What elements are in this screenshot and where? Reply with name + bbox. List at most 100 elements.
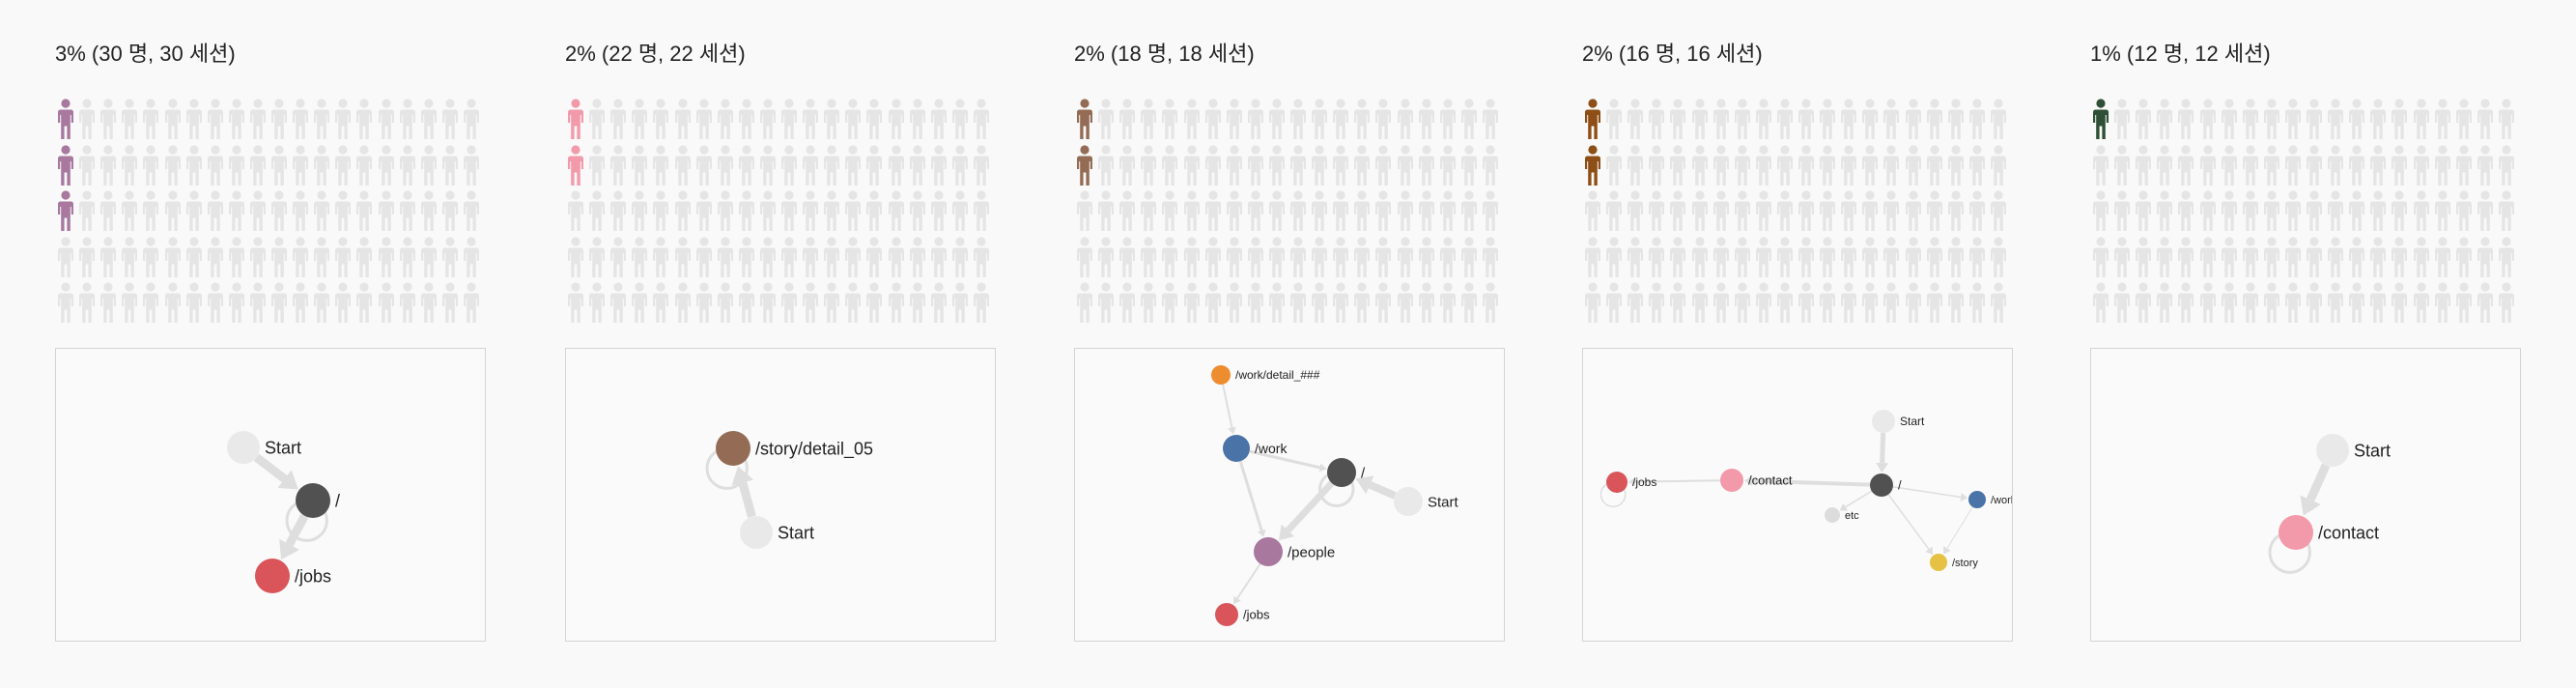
people-grid: [1582, 99, 2013, 330]
person-icon: [1182, 190, 1202, 233]
person-icon: [1246, 144, 1265, 187]
node-start[interactable]: Start: [1872, 410, 1925, 433]
person-icon: [651, 144, 670, 187]
person-icon: [1818, 190, 1837, 233]
person-icon: [1160, 99, 1179, 141]
person-icon: [972, 190, 991, 233]
person-icon: [801, 144, 820, 187]
person-icon: [248, 99, 268, 141]
person-icon: [2134, 282, 2153, 325]
person-icon: [184, 190, 204, 233]
flow-graph[interactable]: /story/detail_05 Start: [565, 348, 996, 642]
person-icon: [1583, 144, 1602, 187]
person-icon: [2476, 236, 2495, 279]
person-icon: [1373, 282, 1393, 325]
person-icon: [269, 190, 289, 233]
person-icon: [673, 144, 693, 187]
person-icon: [1904, 144, 1923, 187]
person-icon: [1989, 144, 2008, 187]
person-icon: [950, 190, 970, 233]
flow-graph[interactable]: /work/detail_### /work / Start/people/jobs: [1074, 348, 1505, 642]
person-icon: [462, 282, 481, 325]
node-jobs[interactable]: /jobs: [1606, 472, 1656, 493]
person-icon: [1668, 190, 1687, 233]
person-icon: [1967, 190, 1987, 233]
person-icon: [864, 282, 884, 325]
person-icon: [1668, 236, 1687, 279]
person-icon: [2305, 282, 2324, 325]
node-jobs[interactable]: /jobs: [255, 559, 331, 593]
person-icon: [184, 282, 204, 325]
node-work[interactable]: /work: [1223, 435, 1288, 462]
flow-graph[interactable]: Start/contact: [2090, 348, 2521, 642]
node-start[interactable]: Start: [740, 516, 814, 549]
person-icon: [398, 282, 417, 325]
node-start[interactable]: Start: [1394, 487, 1459, 516]
person-icon: [120, 99, 139, 141]
person-icon: [1246, 236, 1265, 279]
person-icon: [630, 190, 649, 233]
person-icon: [2412, 99, 2431, 141]
person-icon: [673, 236, 693, 279]
person-icon: [291, 190, 310, 233]
person-icon: [1882, 99, 1901, 141]
person-icon: [1459, 99, 1479, 141]
person-icon: [2134, 144, 2153, 187]
node-circle: [716, 431, 750, 466]
person-icon: [1096, 99, 1116, 141]
segment-title: 2% (22 명, 22 세션): [565, 42, 746, 66]
node-work[interactable]: /work: [1968, 491, 2012, 508]
flow-graph[interactable]: /jobs/contact Start / /work etc/story: [1582, 348, 2013, 642]
node-root[interactable]: /: [1870, 473, 1902, 497]
person-icon: [609, 99, 628, 141]
person-icon: [1733, 99, 1752, 141]
person-icon: [1225, 190, 1244, 233]
node-start[interactable]: Start: [2316, 434, 2391, 467]
person-icon: [2155, 282, 2174, 325]
person-icon: [950, 99, 970, 141]
person-icon: [737, 190, 756, 233]
person-icon: [2326, 144, 2345, 187]
person-icon: [2412, 190, 2431, 233]
flow-graph[interactable]: Start / /jobs: [55, 348, 486, 642]
person-icon: [2454, 190, 2474, 233]
person-icon: [609, 236, 628, 279]
person-icon: [822, 99, 841, 141]
node-contact[interactable]: /contact: [1720, 469, 1793, 492]
person-icon: [1797, 144, 1816, 187]
node-root[interactable]: /: [1327, 458, 1366, 487]
node-root[interactable]: /: [296, 483, 340, 518]
node-workdetail[interactable]: /work/detail_###: [1211, 365, 1320, 385]
node-etc[interactable]: etc: [1825, 507, 1859, 523]
person-icon: [779, 236, 799, 279]
node-circle: [1930, 554, 1947, 571]
person-icon: [716, 236, 735, 279]
person-icon: [2326, 190, 2345, 233]
person-icon: [1775, 236, 1795, 279]
person-icon: [2134, 236, 2153, 279]
node-contact[interactable]: /contact: [2279, 515, 2379, 550]
person-icon: [2476, 144, 2495, 187]
node-story[interactable]: /story: [1930, 554, 1978, 571]
person-icon: [2368, 99, 2388, 141]
node-start[interactable]: Start: [227, 431, 301, 464]
person-icon: [1754, 236, 1773, 279]
person-icon: [758, 99, 778, 141]
people-grid: [2090, 99, 2521, 330]
node-story[interactable]: /story/detail_05: [716, 431, 873, 466]
person-icon: [1459, 282, 1479, 325]
node-people[interactable]: /people: [1254, 537, 1335, 566]
person-icon: [587, 236, 607, 279]
person-icon: [419, 144, 439, 187]
person-icon: [1583, 99, 1602, 141]
person-icon: [1818, 99, 1837, 141]
person-icon: [1267, 99, 1287, 141]
node-jobs[interactable]: /jobs: [1215, 603, 1270, 626]
person-icon: [2347, 282, 2366, 325]
person-icon: [1096, 144, 1116, 187]
person-icon: [1182, 99, 1202, 141]
edge-arrowhead: [1839, 502, 1849, 511]
person-icon: [1925, 144, 1944, 187]
person-icon: [801, 99, 820, 141]
person-icon: [206, 282, 225, 325]
